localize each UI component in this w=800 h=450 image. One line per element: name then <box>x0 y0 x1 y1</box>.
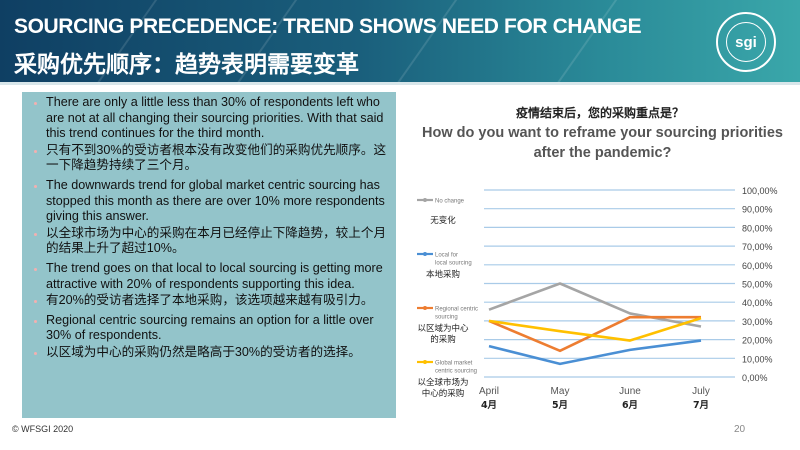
x-tick-label-chinese: 7月 <box>693 400 709 411</box>
legend-label: Global market centric sourcing <box>435 361 477 375</box>
y-tick-label: 40,00% <box>742 298 773 308</box>
bullet-item: 只有不到30%的受访者根本没有改变他们的采购优先顺序。这一下降趋势持续了三个月。 <box>34 143 388 174</box>
bullet-item: The downwards trend for global market ce… <box>34 178 388 225</box>
legend-marker <box>423 306 427 310</box>
y-tick-label: 50,00% <box>742 280 773 290</box>
y-tick-label: 90,00% <box>742 205 773 215</box>
legend-label: Regional centric sourcing <box>435 307 478 321</box>
x-tick-label: April <box>479 386 499 397</box>
summary-text-box: There are only a little less than 30% of… <box>22 92 396 418</box>
legend-marker <box>423 198 427 202</box>
y-tick-label: 10,00% <box>742 354 773 364</box>
header-divider <box>0 82 800 85</box>
y-tick-label: 60,00% <box>742 261 773 271</box>
legend-label-chinese: 以区域为中心的采购 <box>417 323 469 345</box>
chart-title: How do you want to reframe your sourcing… <box>422 125 783 161</box>
y-tick-label: 0,00% <box>742 373 768 383</box>
bullet-item: Regional centric sourcing remains an opt… <box>34 313 388 344</box>
legend-marker <box>423 360 427 364</box>
copyright: © WFSGI 2020 <box>12 424 74 434</box>
y-tick-label: 20,00% <box>742 336 773 346</box>
x-tick-label: July <box>692 386 710 397</box>
x-tick-label: May <box>551 386 570 397</box>
x-tick-label: June <box>619 386 641 397</box>
bullet-item: 有20%的受访者选择了本地采购，该选项越来越有吸引力。 <box>34 293 388 309</box>
chart-title-chinese: 疫情结束后，您的采购重点是？ <box>515 106 684 120</box>
y-tick-label: 70,00% <box>742 242 773 252</box>
series-line-regional-centric-sourcing <box>488 315 701 353</box>
bullet-item: 以区域为中心的采购仍然是略高于30%的受访者的选择。 <box>34 345 388 361</box>
legend-label-chinese: 无变化 <box>430 215 456 226</box>
y-tick-label: 80,00% <box>742 223 773 233</box>
bullet-item: The trend goes on that local to local so… <box>34 261 388 292</box>
legend-label: Local for local sourcing <box>435 253 472 267</box>
logo-text: sgi <box>726 22 766 62</box>
legend-label: No change <box>435 199 465 205</box>
wfsgi-logo: sgi <box>716 12 776 72</box>
series-line-local-for-local-sourcing <box>488 339 702 366</box>
x-tick-label-chinese: 6月 <box>622 400 638 411</box>
y-tick-label: 100,00% <box>742 186 778 196</box>
series-line-no-change <box>488 282 702 328</box>
page-title: SOURCING PRECEDENCE: TREND SHOWS NEED FO… <box>14 15 642 38</box>
legend-label-chinese: 本地采购 <box>426 269 460 280</box>
x-tick-label-chinese: 4月 <box>481 400 497 411</box>
x-tick-label-chinese: 5月 <box>552 400 568 411</box>
legend-label-chinese: 以全球市场为中心的采购 <box>417 377 468 399</box>
header-banner: SOURCING PRECEDENCE: TREND SHOWS NEED FO… <box>0 0 800 82</box>
legend-marker <box>423 252 427 256</box>
page-number: 20 <box>734 424 746 435</box>
bullet-item: 以全球市场为中心的采购在本月已经停止下降趋势，较上个月的结果上升了超过10%。 <box>34 226 388 257</box>
y-tick-label: 30,00% <box>742 317 773 327</box>
bullet-item: There are only a little less than 30% of… <box>34 95 388 142</box>
page-title-chinese: 采购优先顺序：趋势表明需要变革 <box>14 51 359 77</box>
series-line-global-market-centric-sourcing <box>488 316 702 342</box>
